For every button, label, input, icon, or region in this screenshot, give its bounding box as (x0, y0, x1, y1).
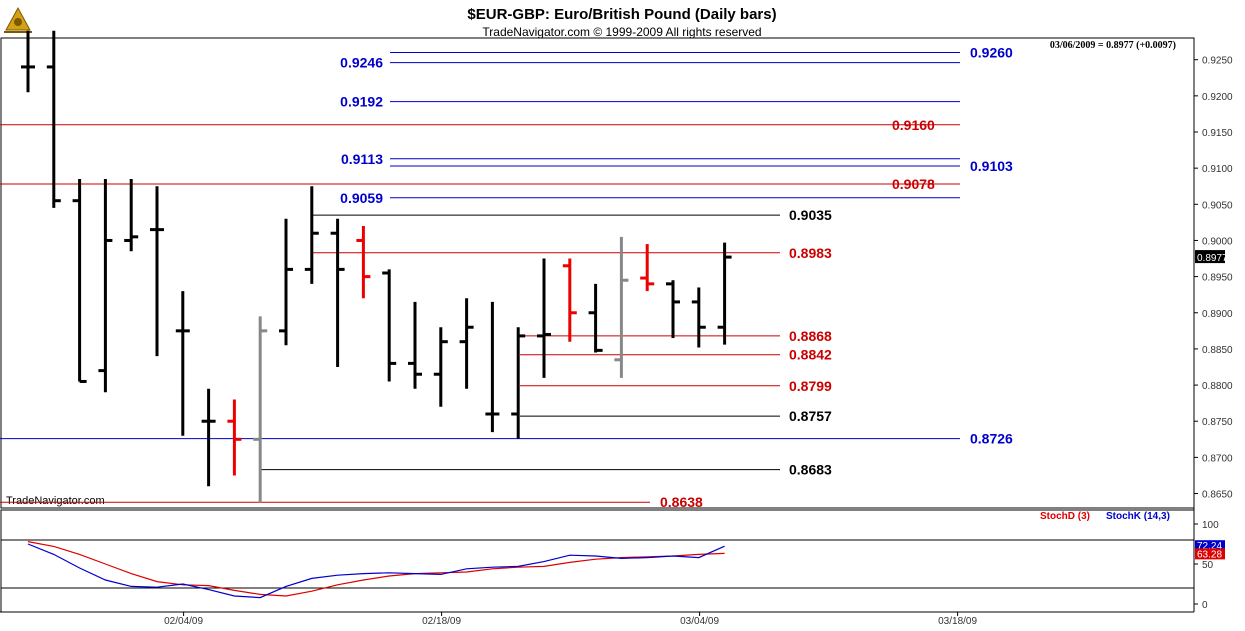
level-label: 0.8726 (970, 431, 1013, 447)
price-tick-label: 0.8650 (1202, 490, 1233, 501)
level-label: 0.8757 (789, 408, 832, 424)
price-axis: 0.9250 0.9200 0.9150 0.9100 0.9050 0.9000 0.89… (1194, 56, 1233, 501)
watermark: TradeNavigator.com (6, 495, 105, 507)
price-tick-label: 0.9250 (1202, 56, 1233, 67)
price-tick-label: 0.8750 (1202, 417, 1233, 428)
stochk-value-label: 72.24 (1197, 541, 1222, 552)
price-tick-label: 0.9150 (1202, 128, 1233, 139)
stoch-legend-entry: StochD (3) (1040, 511, 1090, 522)
stoch-series-line (27, 543, 725, 599)
stoch-series-line (27, 541, 725, 597)
level-label: 0.9103 (970, 158, 1013, 174)
stochd-value-label: 63.28 (1197, 549, 1222, 560)
date-tick-label: 03/04/09 (680, 616, 719, 627)
level-label: 0.9192 (340, 94, 383, 110)
last-price-label: 0.8977 (1197, 253, 1228, 264)
level-label: 0.9078 (892, 176, 935, 192)
stoch-legend-entry: StochK (14,3) (1106, 511, 1170, 522)
bars-layer (21, 30, 732, 503)
level-label: 0.8868 (789, 328, 832, 344)
level-label: 0.8799 (789, 378, 832, 394)
price-tick-label: 0.8950 (1202, 273, 1233, 284)
price-tick-label: 0.9200 (1202, 92, 1233, 103)
level-label: 0.9035 (789, 207, 832, 223)
chart-subtitle: TradeNavigator.com © 1999-2009 All right… (482, 25, 761, 39)
price-tick-label: 0.9000 (1202, 236, 1233, 247)
price-tick-label: 0.9050 (1202, 200, 1233, 211)
price-tick-label: 0.8800 (1202, 381, 1233, 392)
level-label: 0.9246 (340, 55, 383, 71)
date-tick-label: 02/04/09 (164, 616, 203, 627)
chart-title: $EUR-GBP: Euro/British Pound (Daily bars… (467, 6, 776, 23)
level-label: 0.8638 (660, 494, 703, 510)
date-tick-label: 03/18/09 (938, 616, 977, 627)
level-label: 0.9059 (340, 190, 383, 206)
date-tick-label: 02/18/09 (422, 616, 461, 627)
stochd-value-box (1195, 548, 1225, 560)
stochk-value-box (1195, 540, 1225, 552)
level-label: 0.8683 (789, 462, 832, 478)
date-axis (0, 612, 1245, 631)
level-label: 0.9260 (970, 44, 1013, 60)
price-tick-label: 0.9100 (1202, 164, 1233, 175)
last-quote: 03/06/2009 = 0.8977 (+0.0097) (1050, 40, 1176, 51)
date-axis-labels: 02/04/09 02/18/09 03/04/09 03/18/09 (164, 612, 977, 627)
last-price-box (1195, 250, 1225, 264)
stoch-tick-label: 100 (1202, 520, 1219, 531)
stoch-tick-label: 0 (1202, 600, 1208, 611)
level-label: 0.8983 (789, 245, 832, 261)
stoch-tick-label: 50 (1202, 560, 1214, 571)
level-label: 0.9113 (341, 151, 383, 167)
price-tick-label: 0.8850 (1202, 345, 1233, 356)
level-label: 0.9160 (892, 117, 935, 133)
price-tick-label: 0.8700 (1202, 453, 1233, 464)
levels-layer: 0.9260 0.9246 0.9192 0.9160 0.9113 0.9103 0.90… (0, 44, 1013, 510)
price-tick-label: 0.8900 (1202, 309, 1233, 320)
level-label: 0.8842 (789, 347, 832, 363)
